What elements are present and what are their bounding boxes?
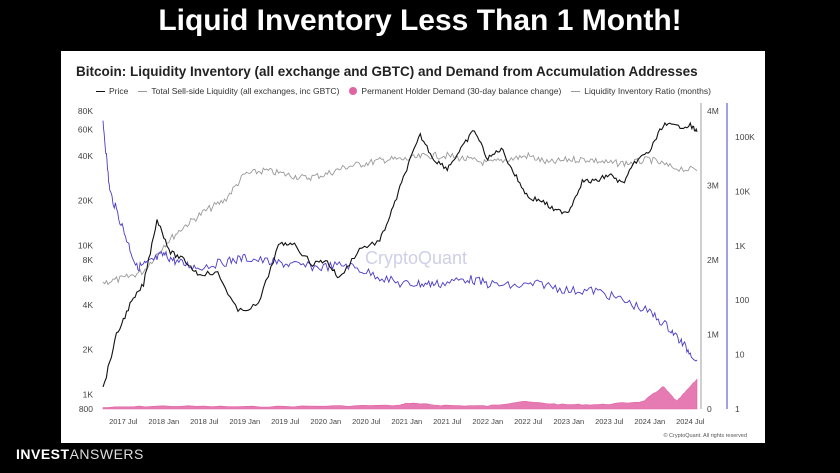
y-left-tick-label: 6K: [83, 274, 94, 284]
y-left-tick-label: 4K: [83, 300, 94, 310]
y-left-tick-label: 800: [79, 404, 93, 414]
x-tick-label: 2021 Jul: [433, 417, 462, 426]
y-left-tick-label: 60K: [78, 125, 93, 135]
legend-label-demand: Permanent Holder Demand (30-day balance …: [361, 86, 562, 96]
x-tick-label: 2022 Jul: [514, 417, 543, 426]
legend-swatch-price: [96, 90, 105, 92]
y-right2-tick-label: 1K: [735, 241, 746, 251]
legend-swatch-ratio: [571, 90, 581, 92]
y-right2-tick-label: 10: [735, 350, 745, 360]
legend-swatch-demand: [349, 87, 358, 95]
y-left-tick-label: 80K: [78, 106, 93, 116]
watermark: CryptoQuant: [365, 248, 467, 268]
y-right2-tick-label: 10K: [735, 186, 750, 196]
legend-item-ratio[interactable]: Liquidity Inventory Ratio (months): [571, 86, 711, 96]
liquidity-layer: [102, 151, 698, 286]
legend-item-liquidity[interactable]: Total Sell-side Liquidity (all exchanges…: [138, 86, 339, 96]
x-tick-label: 2024 Jan: [634, 417, 665, 426]
y-left-tick-label: 2K: [83, 345, 94, 355]
y-right2-tick-label: 100: [735, 295, 749, 305]
chart-title: Bitcoin: Liquidity Inventory (all exchan…: [76, 64, 698, 79]
demand-layer: [102, 378, 698, 410]
y-left-tick-label: 8K: [83, 255, 94, 265]
y-left-tick-label: 20K: [78, 196, 93, 206]
y-right1-tick-label: 3M: [707, 181, 719, 191]
y-right1-tick-label: 2M: [707, 255, 719, 265]
legend-item-demand[interactable]: Permanent Holder Demand (30-day balance …: [349, 86, 561, 96]
y-right2-tick-label: 1: [735, 404, 740, 414]
brand-logo: INVESTANSWERS: [16, 446, 144, 462]
x-tick-label: 2024 Jul: [676, 417, 705, 426]
x-tick-label: 2018 Jul: [190, 417, 219, 426]
x-tick-label: 2020 Jul: [352, 417, 381, 426]
y-left-tick-label: 1K: [83, 390, 94, 400]
x-tick-label: 2023 Jan: [553, 417, 584, 426]
chart-panel: Bitcoin: Liquidity Inventory (all exchan…: [61, 51, 765, 443]
axis-layer: 80K 60K 40K 20K 10K 8K 6K 4K 2K 1K 800 4M 3M 2M 1M 0 100…: [78, 103, 755, 426]
y-right1-tick-label: 0: [707, 404, 712, 414]
x-tick-label: 2022 Jan: [472, 417, 503, 426]
y-right1-tick-label: 4M: [707, 106, 719, 116]
legend-item-price[interactable]: Price: [96, 86, 128, 96]
legend-swatch-liquidity: [138, 90, 148, 92]
price-layer: [102, 121, 698, 388]
series-price-line: [102, 121, 698, 388]
ratio-layer: [102, 120, 698, 362]
y-right2-tick-label: 100K: [735, 132, 755, 142]
copyright-credit: © CryptoQuant. All rights reserved: [663, 433, 747, 439]
brand-light: ANSWERS: [69, 446, 144, 462]
x-tick-label: 2023 Jul: [595, 417, 624, 426]
series-demand-area: [102, 378, 698, 410]
x-tick-label: 2021 Jan: [391, 417, 422, 426]
x-tick-label: 2020 Jan: [310, 417, 341, 426]
slide-title: Liquid Inventory Less Than 1 Month!: [158, 4, 682, 37]
x-tick-label: 2018 Jan: [148, 417, 179, 426]
y-right1-tick-label: 1M: [707, 330, 719, 340]
chart-plot: CryptoQuant 80K 60K 40K 20K 10K 8K 6K 4K 2K 1K 800…: [78, 103, 755, 426]
y-left-tick-label: 10K: [78, 241, 93, 251]
series-liquidity-line: [102, 151, 698, 286]
brand-bold: INVEST: [16, 446, 70, 462]
x-tick-label: 2019 Jan: [229, 417, 260, 426]
legend-label-price: Price: [109, 86, 129, 96]
x-tick-label: 2019 Jul: [271, 417, 300, 426]
legend-label-liquidity: Total Sell-side Liquidity (all exchanges…: [151, 86, 340, 96]
legend-label-ratio: Liquidity Inventory Ratio (months): [584, 86, 711, 96]
x-tick-label: 2017 Jul: [109, 417, 138, 426]
chart-legend: Price Total Sell-side Liquidity (all exc…: [96, 86, 711, 96]
y-left-tick-label: 40K: [78, 151, 93, 161]
series-ratio-line: [102, 120, 698, 362]
